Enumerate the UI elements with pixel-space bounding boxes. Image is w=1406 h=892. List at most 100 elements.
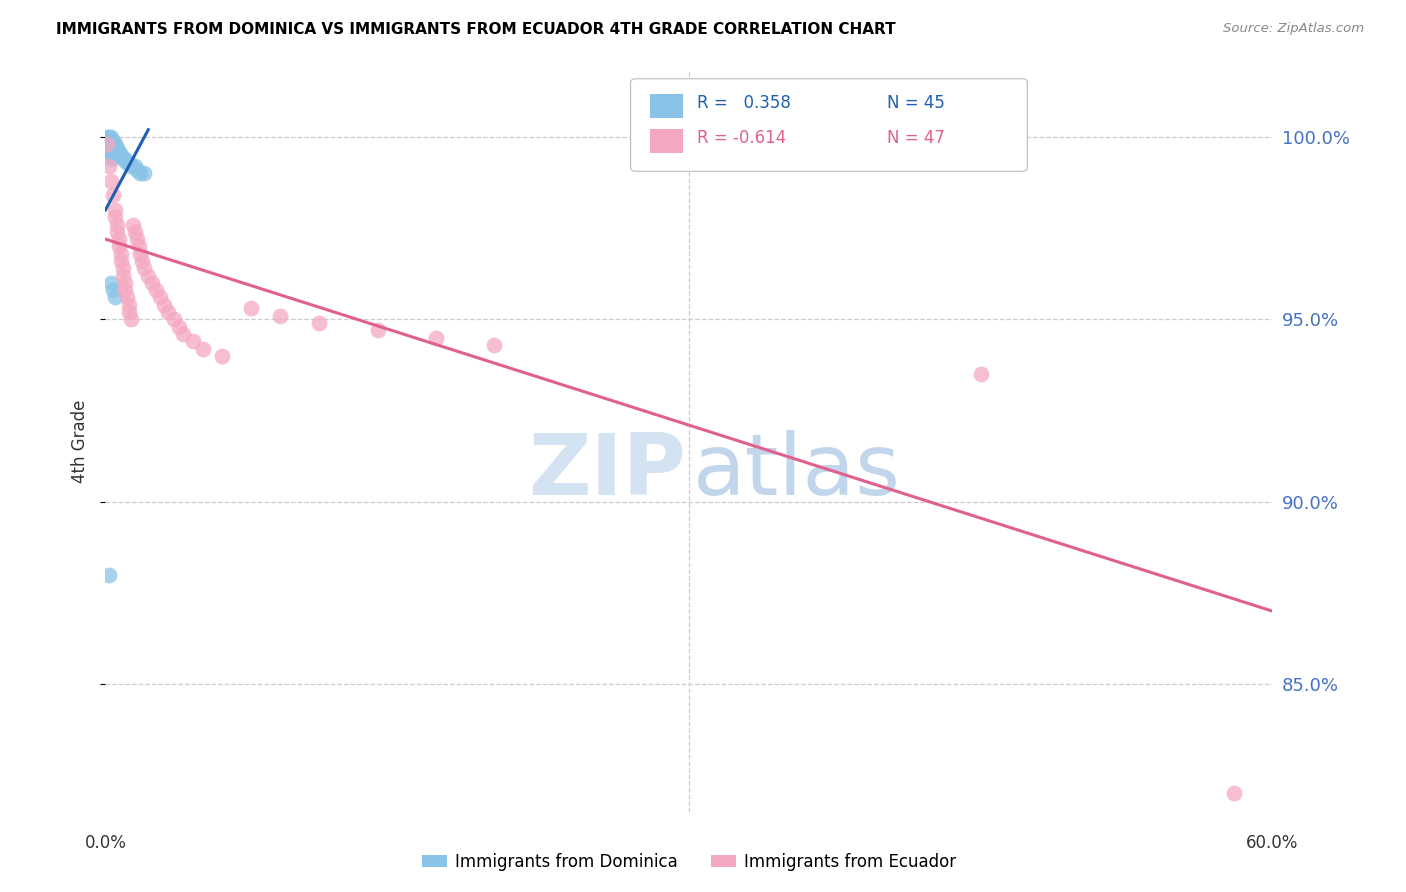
- Legend: Immigrants from Dominica, Immigrants from Ecuador: Immigrants from Dominica, Immigrants fro…: [415, 847, 963, 878]
- Point: [104, 141, 127, 155]
- Point: [1222, 787, 1244, 801]
- Point: [96, 141, 118, 155]
- Point: [100, 137, 122, 152]
- Point: [96, 137, 118, 152]
- Point: [98, 141, 121, 155]
- Point: [103, 137, 125, 152]
- Point: [104, 211, 127, 225]
- Text: N = 47: N = 47: [887, 129, 945, 147]
- Y-axis label: 4th Grade: 4th Grade: [70, 400, 89, 483]
- Point: [100, 130, 122, 145]
- Point: [104, 137, 127, 152]
- Point: [105, 141, 128, 155]
- Point: [96, 130, 118, 145]
- Point: [103, 188, 125, 202]
- Point: [169, 319, 191, 334]
- Text: 0.0%: 0.0%: [84, 834, 127, 852]
- Point: [114, 283, 136, 297]
- Point: [104, 290, 127, 304]
- Point: [105, 145, 128, 159]
- Point: [111, 261, 134, 276]
- Text: N = 45: N = 45: [887, 95, 945, 112]
- Point: [118, 298, 141, 312]
- Point: [108, 239, 131, 253]
- Point: [100, 152, 122, 166]
- Point: [104, 202, 127, 217]
- Point: [100, 145, 122, 159]
- Point: [108, 145, 131, 159]
- Point: [269, 309, 292, 323]
- Point: [181, 334, 204, 349]
- Point: [98, 159, 121, 173]
- Bar: [651, 95, 683, 118]
- Point: [240, 301, 263, 316]
- Point: [98, 137, 121, 152]
- Point: [114, 276, 136, 290]
- Point: [191, 342, 214, 356]
- Text: R =   0.358: R = 0.358: [697, 95, 792, 112]
- Point: [110, 246, 132, 260]
- Point: [103, 134, 125, 148]
- Point: [141, 276, 163, 290]
- Point: [125, 232, 148, 246]
- Point: [96, 137, 118, 152]
- Point: [98, 148, 121, 162]
- Point: [100, 134, 122, 148]
- Point: [108, 148, 131, 162]
- Point: [110, 148, 132, 162]
- Point: [103, 145, 125, 159]
- Text: Source: ZipAtlas.com: Source: ZipAtlas.com: [1223, 22, 1364, 36]
- Point: [110, 254, 132, 268]
- Point: [108, 232, 131, 246]
- Text: atlas: atlas: [692, 430, 900, 513]
- Point: [125, 162, 148, 177]
- Text: R = -0.614: R = -0.614: [697, 129, 786, 147]
- Text: IMMIGRANTS FROM DOMINICA VS IMMIGRANTS FROM ECUADOR 4TH GRADE CORRELATION CHART: IMMIGRANTS FROM DOMINICA VS IMMIGRANTS F…: [56, 22, 896, 37]
- Point: [136, 268, 159, 283]
- Point: [118, 305, 141, 319]
- Point: [100, 276, 122, 290]
- Point: [100, 141, 122, 155]
- Point: [367, 323, 389, 337]
- Point: [131, 254, 153, 268]
- Point: [145, 283, 167, 297]
- Point: [308, 316, 330, 330]
- Point: [104, 145, 127, 159]
- Bar: [651, 129, 683, 153]
- Point: [98, 145, 121, 159]
- Point: [96, 145, 118, 159]
- Point: [129, 166, 152, 180]
- Point: [129, 246, 152, 260]
- Point: [156, 305, 179, 319]
- Point: [153, 298, 174, 312]
- Point: [98, 567, 121, 582]
- Point: [114, 152, 136, 166]
- Point: [100, 174, 122, 188]
- Point: [134, 261, 156, 276]
- Point: [105, 218, 128, 232]
- Text: 60.0%: 60.0%: [1246, 834, 1299, 852]
- Point: [100, 148, 122, 162]
- Point: [120, 159, 142, 173]
- Point: [105, 148, 128, 162]
- Point: [98, 134, 121, 148]
- Point: [111, 152, 134, 166]
- Point: [134, 166, 156, 180]
- Point: [172, 326, 194, 341]
- Point: [128, 239, 150, 253]
- Point: [96, 134, 118, 148]
- FancyBboxPatch shape: [630, 78, 1028, 171]
- Point: [121, 218, 143, 232]
- Point: [120, 312, 142, 326]
- Point: [484, 338, 506, 352]
- Point: [115, 155, 138, 169]
- Point: [211, 349, 233, 363]
- Point: [118, 155, 141, 169]
- Point: [103, 283, 125, 297]
- Text: ZIP: ZIP: [527, 430, 686, 513]
- Point: [105, 225, 128, 239]
- Point: [425, 330, 447, 344]
- Point: [98, 130, 121, 145]
- Point: [124, 225, 146, 239]
- Point: [103, 148, 125, 162]
